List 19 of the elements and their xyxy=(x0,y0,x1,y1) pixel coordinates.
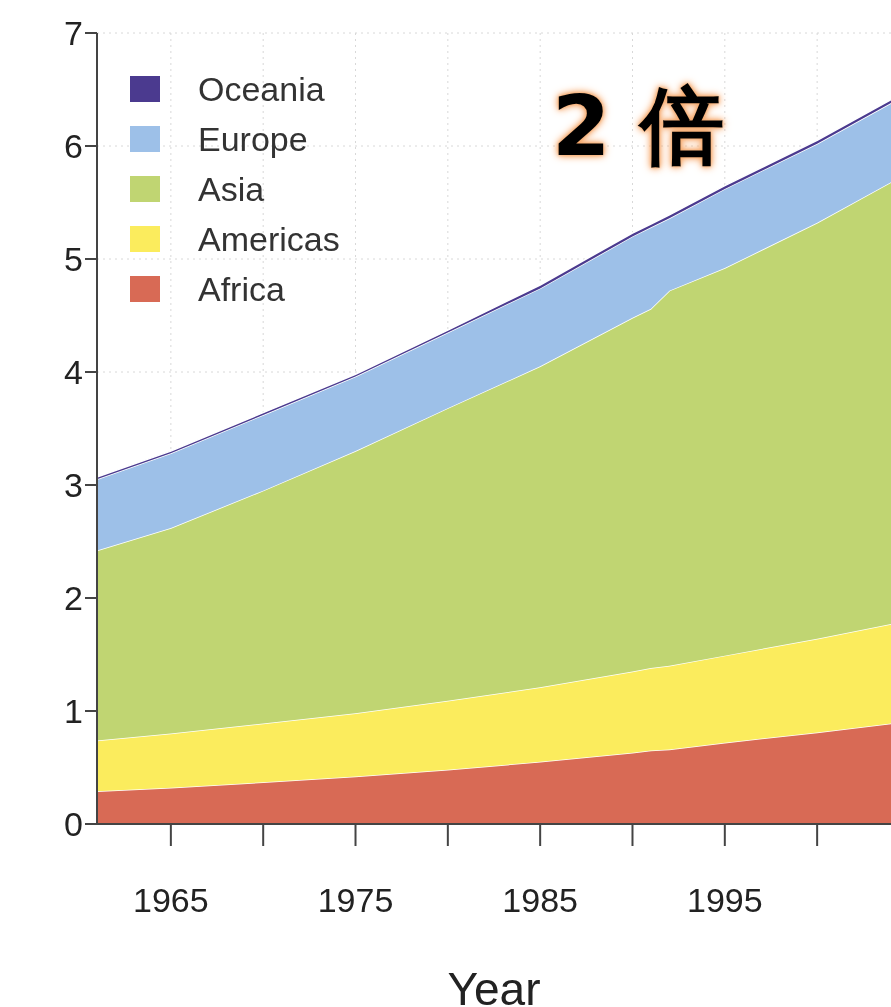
y-tick-label: 6 xyxy=(64,127,83,166)
y-tick-label: 5 xyxy=(64,240,83,279)
legend-label: Asia xyxy=(198,169,265,210)
y-tick-label: 2 xyxy=(64,579,83,618)
y-tick-label: 3 xyxy=(64,466,83,505)
x-tick-label: 1995 xyxy=(686,881,763,920)
x-tick-label: 1975 xyxy=(317,881,394,920)
legend-label: Americas xyxy=(198,219,340,260)
y-tick-label: 1 xyxy=(64,692,83,731)
legend-label: Europe xyxy=(198,119,308,160)
y-tick-label: 7 xyxy=(64,14,83,53)
legend-label: Oceania xyxy=(198,69,325,110)
y-tick-label: 0 xyxy=(64,805,83,844)
x-axis-title: Year xyxy=(447,963,541,1007)
legend-label: Africa xyxy=(198,269,285,310)
x-tick-label: 1965 xyxy=(133,881,209,920)
x-tick-label: 1985 xyxy=(502,881,578,920)
y-tick-label: 4 xyxy=(64,353,83,392)
annotation: 2 倍 xyxy=(552,76,724,177)
